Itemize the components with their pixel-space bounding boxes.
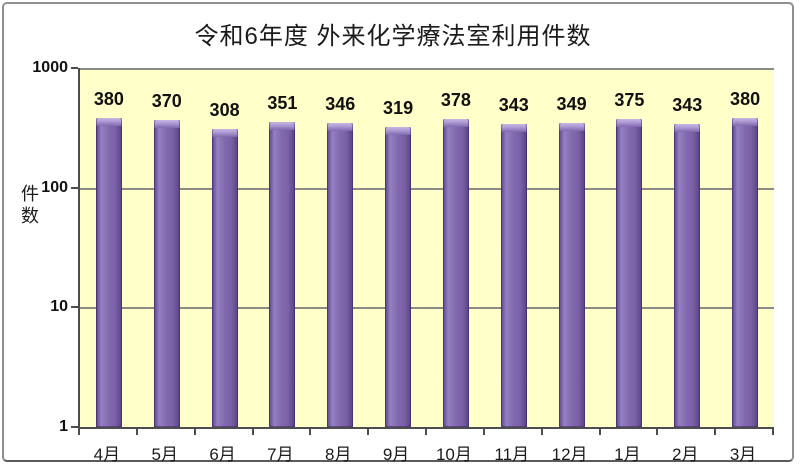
x-label-3月: 3月 bbox=[729, 445, 757, 464]
bar-8月 bbox=[327, 123, 354, 427]
y-tick-mark bbox=[71, 186, 78, 189]
gridline-100 bbox=[80, 187, 774, 190]
data-label-7月: 351 bbox=[267, 93, 298, 114]
x-tick-mark bbox=[656, 429, 659, 435]
data-label-9月: 319 bbox=[383, 98, 414, 119]
bar-5月 bbox=[153, 119, 180, 427]
data-label-8月: 346 bbox=[325, 94, 356, 115]
x-tick-mark bbox=[251, 429, 254, 435]
bar-cap bbox=[269, 122, 296, 131]
bar-12月 bbox=[558, 122, 585, 427]
x-tick-mark bbox=[772, 429, 774, 435]
x-label-6月: 6月 bbox=[209, 445, 236, 464]
data-label-10月: 378 bbox=[440, 89, 471, 110]
y-tick-mark bbox=[71, 426, 78, 428]
y-tick-label-10: 10 bbox=[50, 298, 68, 316]
bar-10月 bbox=[442, 118, 469, 427]
bar-cap bbox=[385, 127, 412, 136]
x-tick-mark bbox=[598, 429, 601, 435]
x-label-5月: 5月 bbox=[151, 445, 178, 464]
bar-3月 bbox=[732, 118, 759, 427]
y-tick-label-100: 100 bbox=[41, 178, 68, 196]
x-label-8月: 8月 bbox=[325, 445, 352, 464]
x-tick-mark bbox=[193, 429, 196, 435]
y-tick-mark bbox=[71, 306, 78, 309]
data-label-5月: 370 bbox=[151, 90, 182, 111]
chart-title: 令和6年度 外来化学療法室利用件数 bbox=[194, 23, 592, 50]
bar-cap bbox=[442, 118, 469, 127]
data-label-11月: 343 bbox=[498, 94, 529, 115]
x-tick-mark bbox=[540, 429, 543, 435]
bar-cap bbox=[732, 118, 759, 127]
y-tick-mark bbox=[71, 67, 78, 69]
x-tick-mark bbox=[714, 429, 717, 435]
data-label-6月: 308 bbox=[209, 100, 240, 121]
plot-area: 380 370 308 351 346 319 378 343 349 375 343 380 bbox=[78, 68, 774, 429]
bar-cap bbox=[327, 123, 354, 132]
x-tick-mark bbox=[78, 429, 80, 435]
x-tick-mark bbox=[425, 429, 427, 435]
x-label-12月: 12月 bbox=[551, 445, 588, 464]
bar-11月 bbox=[500, 123, 527, 427]
bar-4月 bbox=[95, 118, 122, 427]
x-tick-mark bbox=[482, 429, 485, 435]
bar-6月 bbox=[211, 129, 238, 427]
bar-1月 bbox=[616, 118, 643, 427]
x-tick-mark bbox=[135, 429, 138, 435]
bar-cap bbox=[558, 122, 585, 131]
x-tick-mark bbox=[309, 429, 312, 435]
bar-cap bbox=[674, 123, 701, 132]
data-label-12月: 349 bbox=[556, 93, 587, 114]
x-label-4月: 4月 bbox=[93, 445, 121, 464]
x-label-2月: 2月 bbox=[672, 445, 699, 464]
bar-cap bbox=[616, 118, 643, 127]
x-label-11月: 11月 bbox=[494, 445, 530, 464]
x-label-7月: 7月 bbox=[267, 445, 294, 464]
bar-2月 bbox=[674, 123, 701, 427]
y-tick-label-1000: 1000 bbox=[32, 59, 68, 76]
y-axis-title: 件数 bbox=[19, 184, 39, 228]
gridline-1000 bbox=[80, 68, 774, 70]
bar-cap bbox=[95, 118, 122, 127]
bar-cap bbox=[500, 123, 527, 132]
bar-cap bbox=[153, 119, 180, 128]
bar-cap bbox=[211, 129, 238, 138]
x-label-10月: 10月 bbox=[435, 445, 472, 464]
bar-9月 bbox=[385, 127, 412, 427]
x-label-1月: 1月 bbox=[614, 445, 641, 464]
bar-7月 bbox=[269, 122, 296, 427]
y-tick-label-1: 1 bbox=[59, 418, 68, 435]
x-label-9月: 9月 bbox=[382, 445, 410, 464]
x-tick-mark bbox=[367, 429, 370, 435]
data-label-4月: 380 bbox=[93, 89, 124, 110]
gridline-10 bbox=[80, 307, 774, 310]
data-label-3月: 380 bbox=[730, 89, 761, 110]
data-label-1月: 375 bbox=[614, 89, 645, 110]
data-label-2月: 343 bbox=[672, 94, 703, 115]
